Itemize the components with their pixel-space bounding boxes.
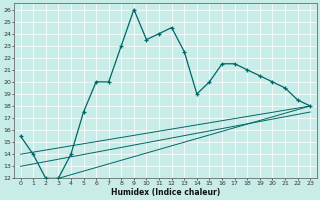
X-axis label: Humidex (Indice chaleur): Humidex (Indice chaleur) bbox=[111, 188, 220, 197]
